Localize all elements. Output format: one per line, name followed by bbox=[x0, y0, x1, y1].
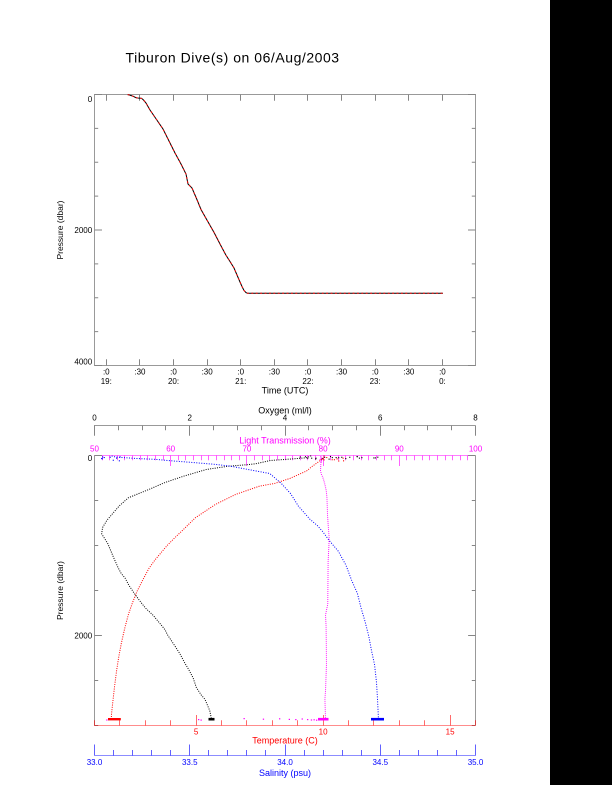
svg-text:0: 0 bbox=[88, 95, 93, 104]
svg-text:33.5: 33.5 bbox=[182, 758, 198, 767]
svg-text:2: 2 bbox=[188, 414, 193, 423]
svg-text:80: 80 bbox=[319, 445, 328, 454]
svg-text:100: 100 bbox=[469, 445, 483, 454]
svg-text:Oxygen (ml/l): Oxygen (ml/l) bbox=[258, 406, 312, 416]
svg-text:0: 0 bbox=[88, 454, 93, 463]
svg-text:2000: 2000 bbox=[74, 631, 92, 640]
svg-text:60: 60 bbox=[166, 445, 175, 454]
svg-text:0: 0 bbox=[92, 414, 97, 423]
svg-text:4: 4 bbox=[283, 414, 288, 423]
svg-text::0: :0 bbox=[170, 367, 177, 376]
svg-text::0: :0 bbox=[237, 367, 244, 376]
svg-text:4000: 4000 bbox=[74, 358, 92, 367]
svg-text::0: :0 bbox=[103, 367, 110, 376]
svg-text:34.5: 34.5 bbox=[372, 758, 388, 767]
svg-text:23:: 23: bbox=[370, 377, 381, 386]
svg-text:Temperature (C): Temperature (C) bbox=[252, 735, 318, 745]
svg-text:2000: 2000 bbox=[74, 226, 92, 235]
svg-text:70: 70 bbox=[242, 445, 251, 454]
svg-text:33.0: 33.0 bbox=[87, 758, 103, 767]
svg-text:35.0: 35.0 bbox=[468, 758, 484, 767]
svg-text:20:: 20: bbox=[168, 377, 179, 386]
svg-text:8: 8 bbox=[473, 414, 478, 423]
svg-text:Pressure (dbar): Pressure (dbar) bbox=[55, 200, 65, 259]
svg-text:Tiburon Dive(s) on 06/Aug/2003: Tiburon Dive(s) on 06/Aug/2003 bbox=[126, 50, 340, 66]
svg-text:6: 6 bbox=[378, 414, 383, 423]
svg-text:10: 10 bbox=[319, 728, 328, 737]
svg-text:0:: 0: bbox=[439, 377, 446, 386]
svg-text:21:: 21: bbox=[235, 377, 246, 386]
svg-text:90: 90 bbox=[395, 445, 404, 454]
svg-text::30: :30 bbox=[336, 367, 348, 376]
svg-text::30: :30 bbox=[403, 367, 415, 376]
svg-text::30: :30 bbox=[202, 367, 214, 376]
svg-text:19:: 19: bbox=[101, 377, 112, 386]
svg-text::0: :0 bbox=[305, 367, 312, 376]
svg-text:5: 5 bbox=[194, 728, 199, 737]
svg-text::0: :0 bbox=[439, 367, 446, 376]
svg-text::30: :30 bbox=[269, 367, 281, 376]
svg-text::0: :0 bbox=[372, 367, 379, 376]
svg-text:Pressure (dbar): Pressure (dbar) bbox=[55, 561, 65, 620]
svg-text:22:: 22: bbox=[302, 377, 313, 386]
svg-text:50: 50 bbox=[90, 445, 99, 454]
svg-text:Salinity (psu): Salinity (psu) bbox=[259, 768, 311, 778]
svg-text:Time (UTC): Time (UTC) bbox=[262, 386, 309, 396]
svg-text:34.0: 34.0 bbox=[277, 758, 293, 767]
svg-text:Light Transmission (%): Light Transmission (%) bbox=[239, 435, 331, 445]
svg-text::30: :30 bbox=[134, 367, 146, 376]
svg-text:15: 15 bbox=[446, 728, 455, 737]
